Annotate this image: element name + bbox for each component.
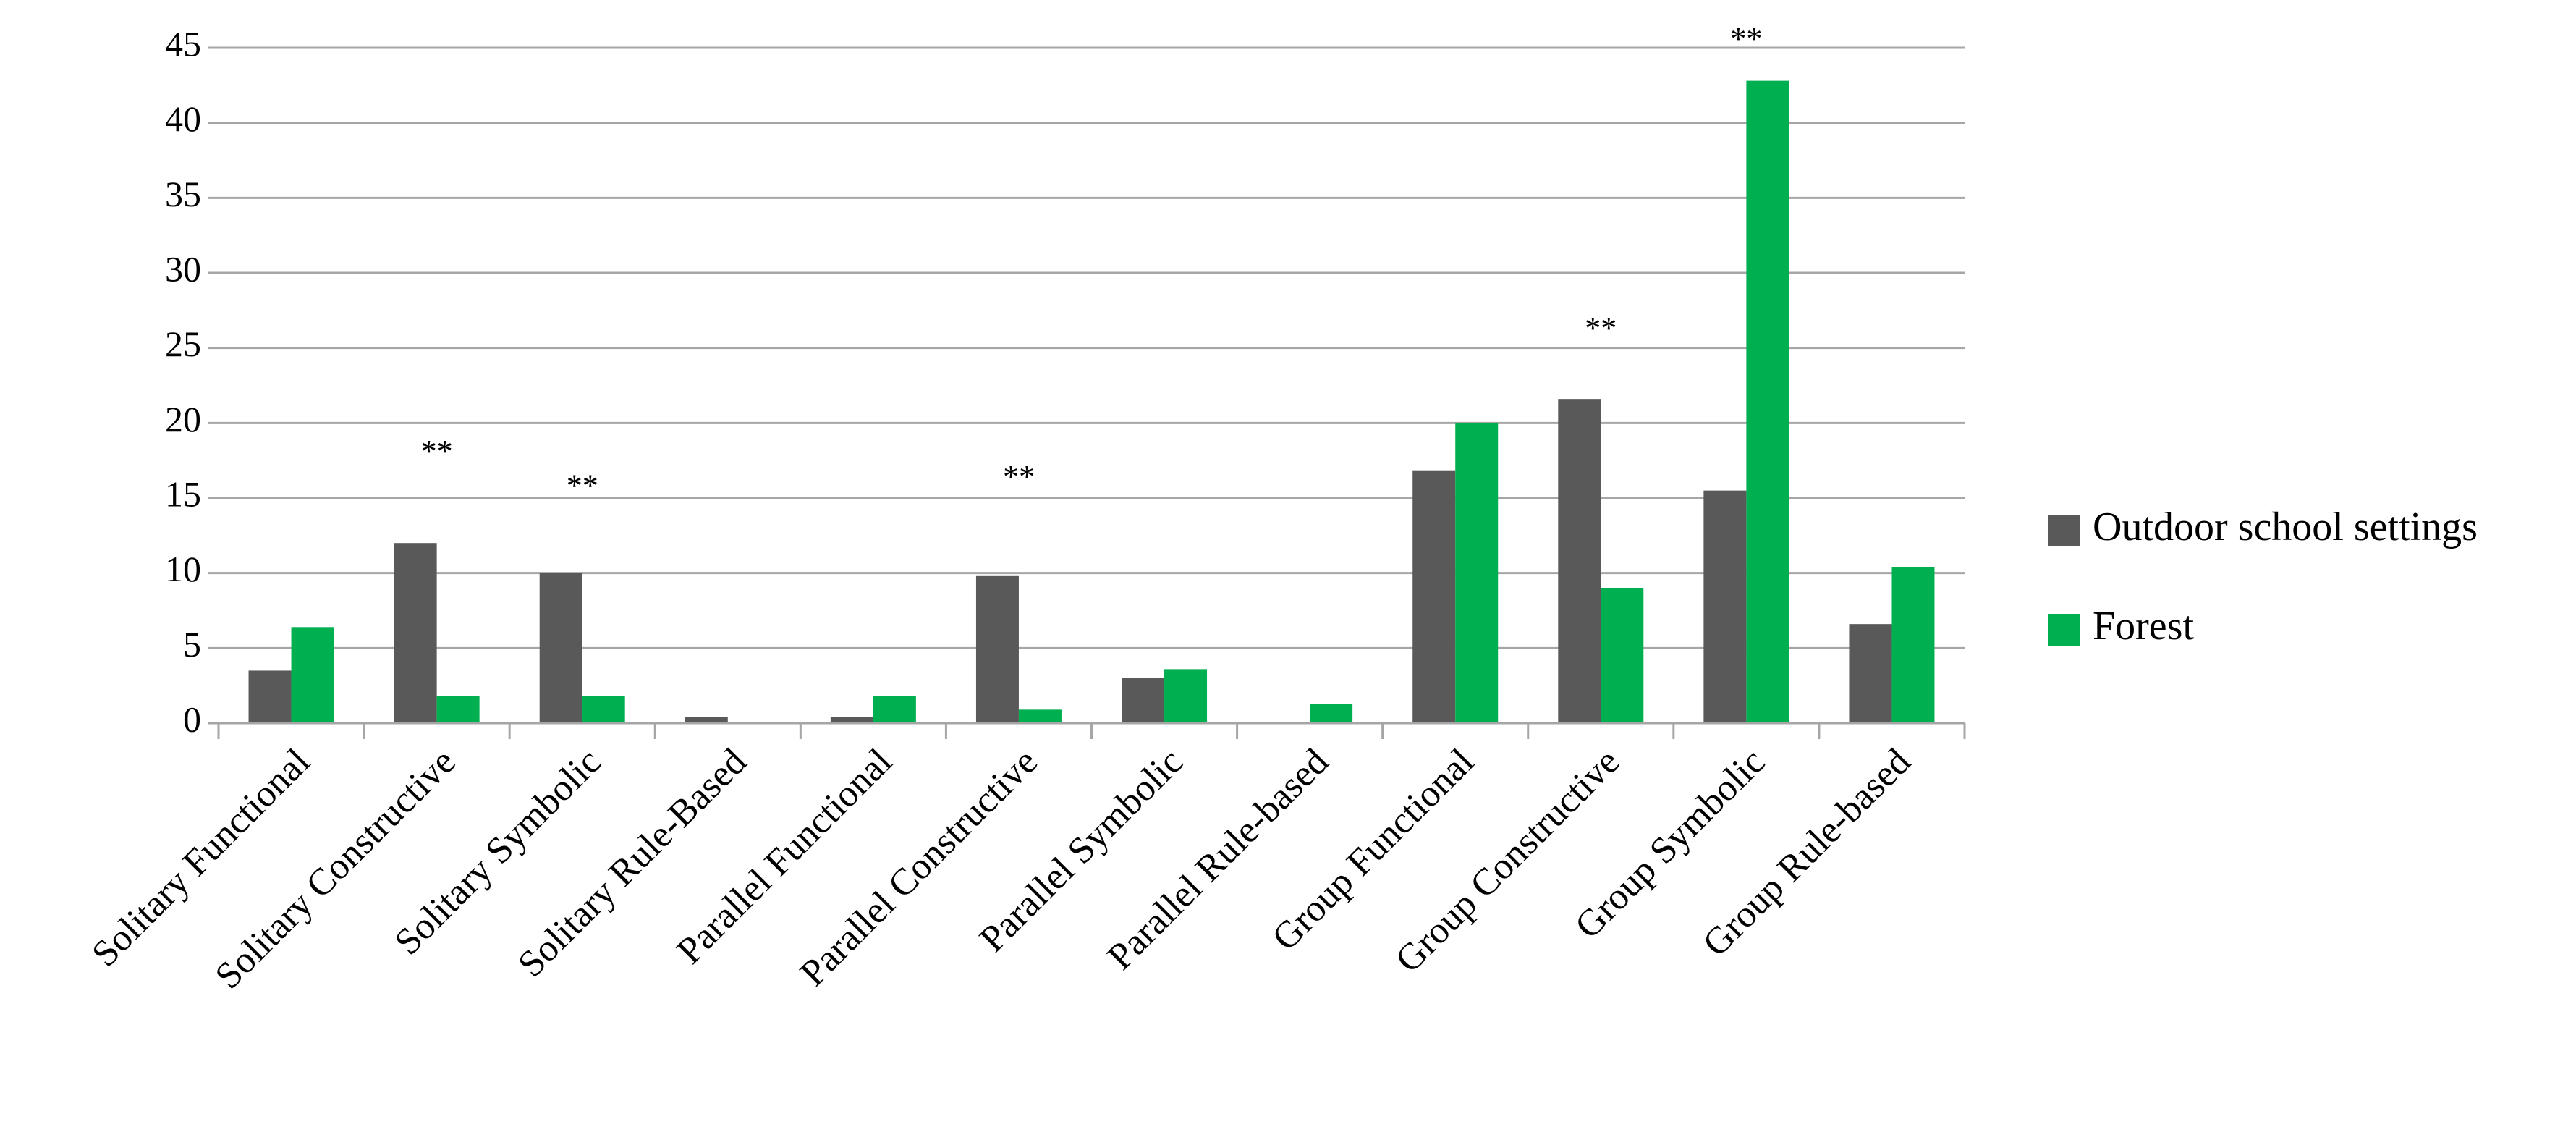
legend-label: Outdoor school settings — [2093, 505, 2478, 549]
y-tick-label: 0 — [183, 698, 201, 739]
annotation: ** — [1730, 21, 1762, 56]
bar — [1310, 704, 1353, 723]
annotation: ** — [1585, 311, 1617, 346]
y-tick-label: 25 — [165, 324, 201, 364]
bar — [582, 696, 625, 723]
bar — [1455, 423, 1499, 723]
bar — [436, 696, 480, 723]
bar — [539, 573, 582, 723]
bar — [1849, 624, 1892, 723]
bar — [685, 717, 728, 723]
bar — [394, 543, 437, 723]
bar — [1412, 470, 1456, 723]
bar — [1891, 567, 1935, 723]
bar — [1601, 588, 1644, 723]
bar — [1164, 669, 1208, 723]
y-tick-label: 5 — [183, 624, 201, 664]
bar — [1018, 709, 1062, 723]
bar — [1122, 678, 1165, 723]
bar — [1746, 80, 1789, 723]
x-tick-label: Parallel Constructive — [792, 741, 1046, 995]
y-tick-label: 10 — [165, 549, 201, 589]
annotation: ** — [567, 468, 598, 504]
bar — [291, 627, 334, 723]
bar — [975, 575, 1019, 723]
x-tick-label: Solitary Constructive — [208, 741, 464, 997]
bar — [830, 717, 873, 723]
bar — [248, 670, 292, 723]
bar — [1703, 490, 1747, 723]
y-tick-label: 45 — [165, 23, 201, 64]
legend-swatch — [2048, 614, 2080, 646]
annotation: ** — [1003, 459, 1035, 494]
annotation: ** — [421, 434, 453, 469]
bar — [1558, 399, 1601, 723]
y-tick-label: 15 — [165, 473, 201, 514]
y-tick-label: 35 — [165, 174, 201, 214]
y-tick-label: 20 — [165, 399, 201, 439]
legend-label: Forest — [2093, 604, 2194, 649]
y-tick-label: 40 — [165, 98, 201, 139]
y-tick-label: 30 — [165, 248, 201, 289]
legend-swatch — [2048, 515, 2080, 546]
bar — [873, 696, 916, 723]
